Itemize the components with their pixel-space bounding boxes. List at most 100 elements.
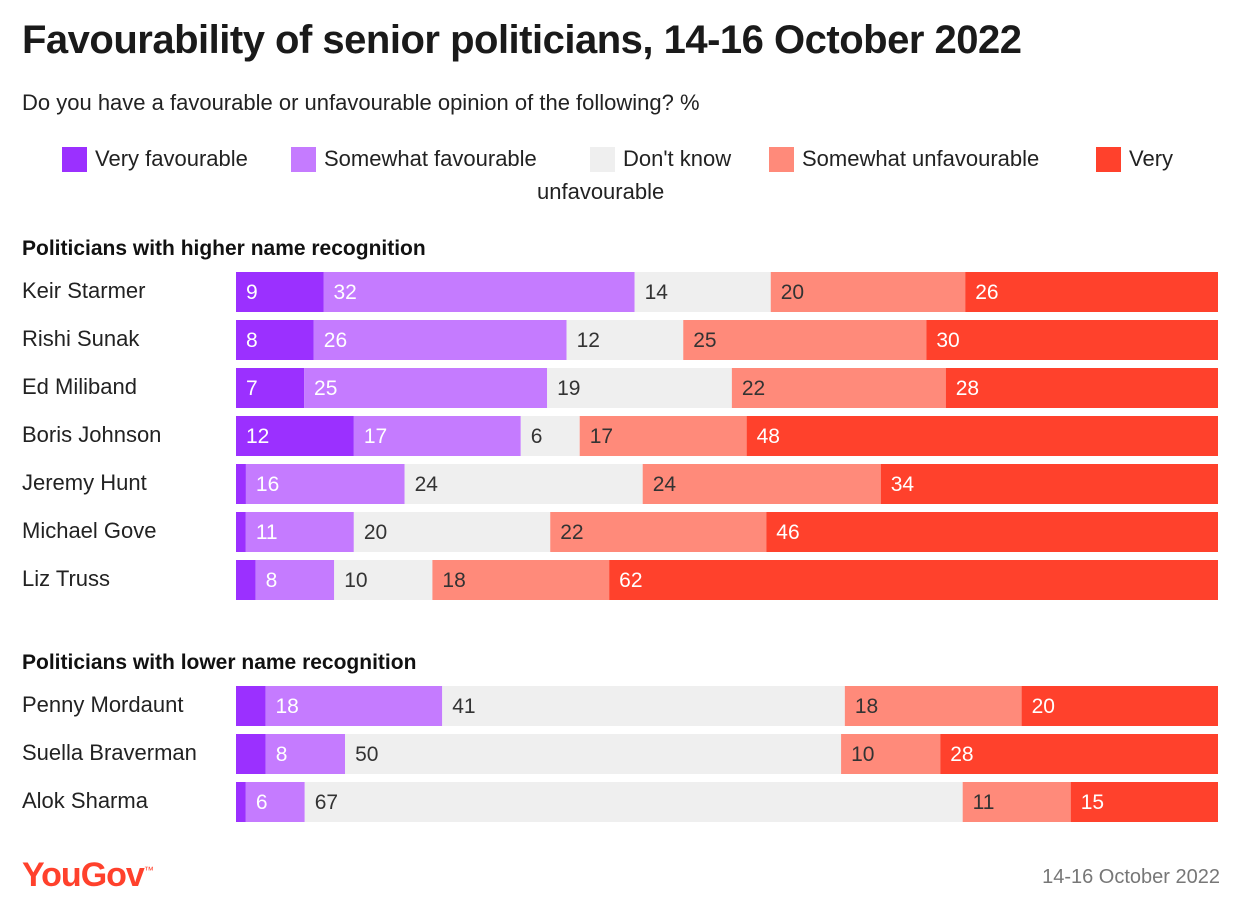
- value-label-rishi-sunak-somewhat-unfavourable: 25: [693, 329, 716, 352]
- bar-ed-miliband-somewhat-favourable: [304, 368, 548, 408]
- row-label-keir-starmer: Keir Starmer: [22, 278, 145, 303]
- legend-item-somewhat-favourable: Somewhat favourable: [291, 146, 537, 172]
- bar-boris-johnson-don-t-know: [520, 416, 580, 456]
- value-label-rishi-sunak-very-unfavourable: 30: [936, 329, 959, 352]
- bar-boris-johnson-very-favourable: [236, 416, 354, 456]
- bar-suella-braverman-very-favourable: [236, 734, 266, 774]
- chart-title: Favourability of senior politicians, 14-…: [22, 18, 1022, 62]
- bar-michael-gove-don-t-know: [353, 512, 551, 552]
- value-label-ed-miliband-very-unfavourable: 28: [956, 377, 979, 400]
- legend-label-somewhat-favourable: Somewhat favourable: [324, 146, 537, 171]
- bar-alok-sharma-don-t-know: [304, 782, 963, 822]
- legend-item-very-unfavourable: Very: [1096, 146, 1173, 172]
- bar-boris-johnson-very-unfavourable: [746, 416, 1218, 456]
- bar-keir-starmer-very-unfavourable: [965, 272, 1218, 312]
- bar-liz-truss-don-t-know: [334, 560, 433, 600]
- value-label-penny-mordaunt-very-unfavourable: 20: [1032, 695, 1055, 718]
- row-label-ed-miliband: Ed Miliband: [22, 374, 137, 399]
- bar-liz-truss-somewhat-favourable: [255, 560, 335, 600]
- bar-penny-mordaunt-somewhat-favourable: [265, 686, 443, 726]
- bar-rishi-sunak-don-t-know: [566, 320, 684, 360]
- bar-michael-gove-very-favourable: [236, 512, 246, 552]
- legend-item-somewhat-unfavourable: Somewhat unfavourable: [769, 146, 1039, 172]
- yougov-logo: YouGov™: [22, 856, 154, 894]
- bar-boris-johnson-somewhat-unfavourable: [579, 416, 747, 456]
- value-label-ed-miliband-somewhat-favourable: 25: [314, 377, 337, 400]
- bar-rishi-sunak-somewhat-unfavourable: [683, 320, 927, 360]
- legend-label-very-favourable: Very favourable: [95, 146, 248, 171]
- value-label-jeremy-hunt-somewhat-unfavourable: 24: [653, 473, 677, 496]
- legend-swatch-very-unfavourable: [1096, 146, 1121, 172]
- bar-penny-mordaunt-don-t-know: [442, 686, 845, 726]
- legend-label-unfavourable-wrap: unfavourable: [537, 179, 665, 204]
- legend-label-very: Very: [1129, 146, 1174, 171]
- bar-keir-starmer-somewhat-unfavourable: [770, 272, 966, 312]
- row-label-boris-johnson: Boris Johnson: [22, 422, 161, 447]
- value-label-suella-braverman-somewhat-unfavourable: 10: [851, 743, 874, 766]
- bar-rishi-sunak-very-favourable: [236, 320, 314, 360]
- bar-keir-starmer-don-t-know: [634, 272, 771, 312]
- bar-jeremy-hunt-very-unfavourable: [880, 464, 1218, 504]
- row-label-alok-sharma: Alok Sharma: [22, 788, 149, 813]
- bar-ed-miliband-very-favourable: [236, 368, 305, 408]
- value-label-ed-miliband-very-favourable: 7: [246, 377, 258, 400]
- chart-subtitle: Do you have a favourable or unfavourable…: [22, 90, 700, 115]
- value-label-liz-truss-very-unfavourable: 62: [619, 569, 642, 592]
- legend-swatch-somewhat-unfavourable: [769, 146, 794, 172]
- legend-item-dont-know: Don't know: [590, 146, 731, 172]
- value-label-alok-sharma-very-unfavourable: 15: [1081, 791, 1104, 814]
- bar-keir-starmer-somewhat-favourable: [323, 272, 635, 312]
- legend-swatch-very-favourable: [62, 146, 87, 172]
- section-title-higher-recognition: Politicians with higher name recognition: [22, 237, 426, 260]
- brand-name: YouGov: [22, 856, 145, 894]
- bar-jeremy-hunt-somewhat-favourable: [245, 464, 405, 504]
- value-label-penny-mordaunt-somewhat-favourable: 18: [275, 695, 298, 718]
- value-label-keir-starmer-somewhat-unfavourable: 20: [781, 281, 804, 304]
- value-label-ed-miliband-somewhat-unfavourable: 22: [742, 377, 765, 400]
- bar-ed-miliband-don-t-know: [547, 368, 732, 408]
- bar-alok-sharma-somewhat-favourable: [245, 782, 305, 822]
- value-label-boris-johnson-somewhat-favourable: 17: [364, 425, 387, 448]
- section-title-lower-recognition: Politicians with lower name recognition: [22, 651, 416, 674]
- bar-jeremy-hunt-somewhat-unfavourable: [642, 464, 881, 504]
- value-label-keir-starmer-very-unfavourable: 26: [975, 281, 998, 304]
- bar-jeremy-hunt-very-favourable: [236, 464, 246, 504]
- bar-keir-starmer-very-favourable: [236, 272, 324, 312]
- value-label-jeremy-hunt-very-unfavourable: 34: [891, 473, 915, 496]
- value-label-liz-truss-don-t-know: 10: [344, 569, 367, 592]
- value-label-rishi-sunak-very-favourable: 8: [246, 329, 258, 352]
- row-label-suella-braverman: Suella Braverman: [22, 740, 197, 765]
- legend-item-very-favourable: Very favourable: [62, 146, 248, 172]
- value-label-jeremy-hunt-don-t-know: 24: [415, 473, 439, 496]
- row-label-jeremy-hunt: Jeremy Hunt: [22, 470, 147, 495]
- value-label-alok-sharma-don-t-know: 67: [315, 791, 338, 814]
- value-label-liz-truss-somewhat-unfavourable: 18: [442, 569, 465, 592]
- bar-michael-gove-somewhat-favourable: [245, 512, 354, 552]
- value-label-michael-gove-don-t-know: 20: [364, 521, 387, 544]
- value-label-rishi-sunak-don-t-know: 12: [577, 329, 600, 352]
- legend-label-dont-know: Don't know: [623, 146, 732, 171]
- value-label-rishi-sunak-somewhat-favourable: 26: [324, 329, 347, 352]
- value-label-penny-mordaunt-somewhat-unfavourable: 18: [855, 695, 878, 718]
- bar-rishi-sunak-very-unfavourable: [926, 320, 1218, 360]
- value-label-ed-miliband-don-t-know: 19: [557, 377, 580, 400]
- value-label-jeremy-hunt-somewhat-favourable: 16: [256, 473, 279, 496]
- legend-swatch-dont-know: [590, 146, 615, 172]
- value-label-boris-johnson-don-t-know: 6: [531, 425, 543, 448]
- value-label-boris-johnson-very-unfavourable: 48: [757, 425, 780, 448]
- bar-suella-braverman-somewhat-unfavourable: [841, 734, 941, 774]
- bar-liz-truss-very-favourable: [236, 560, 256, 600]
- bar-alok-sharma-somewhat-unfavourable: [962, 782, 1071, 822]
- value-label-alok-sharma-somewhat-unfavourable: 11: [973, 791, 995, 814]
- value-label-keir-starmer-very-favourable: 9: [246, 281, 258, 304]
- bar-liz-truss-somewhat-unfavourable: [432, 560, 610, 600]
- bar-alok-sharma-very-unfavourable: [1070, 782, 1218, 822]
- bar-penny-mordaunt-very-favourable: [236, 686, 266, 726]
- legend-swatch-somewhat-favourable: [291, 146, 316, 172]
- row-label-michael-gove: Michael Gove: [22, 518, 157, 543]
- bar-rishi-sunak-somewhat-favourable: [313, 320, 567, 360]
- value-label-alok-sharma-somewhat-favourable: 6: [256, 791, 268, 814]
- bar-ed-miliband-very-unfavourable: [945, 368, 1218, 408]
- value-label-michael-gove-somewhat-unfavourable: 22: [560, 521, 583, 544]
